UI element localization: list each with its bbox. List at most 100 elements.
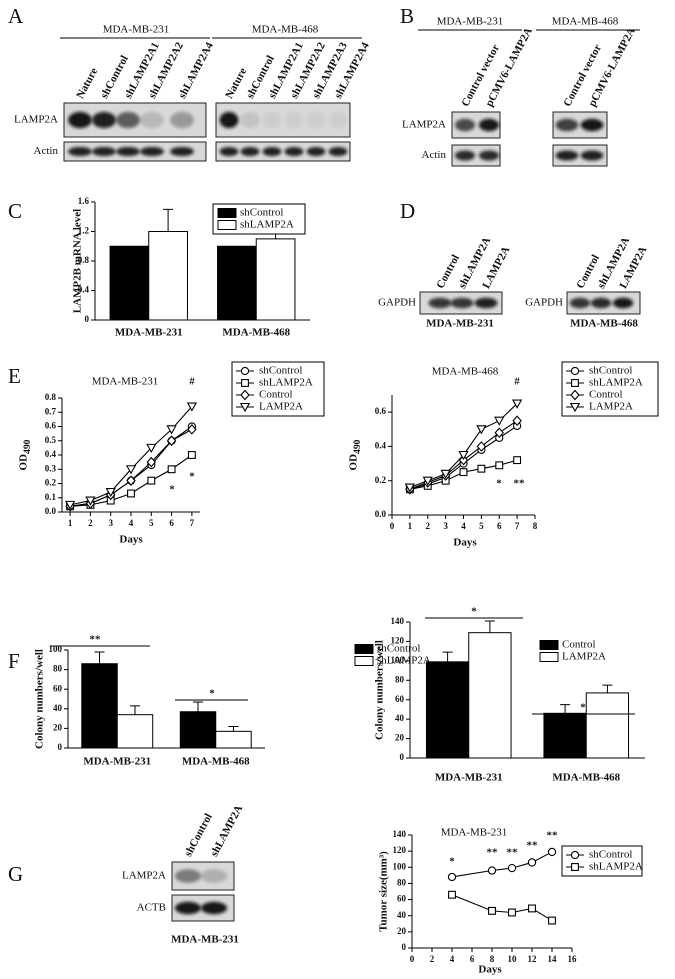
legend-label: Control — [259, 389, 293, 401]
y-tick-label: 0.4 — [78, 285, 90, 295]
y-tick-label: 100 — [49, 644, 63, 654]
annotation: * — [580, 702, 586, 714]
annotation: * — [496, 478, 502, 490]
panel-label: G — [8, 862, 23, 886]
bar — [468, 632, 512, 759]
y-axis-label: Colony numbers/well — [34, 649, 46, 749]
category-label: MDA-MB-231 — [435, 772, 503, 784]
x-tick-label: 0 — [390, 521, 395, 531]
legend-label: LAMP2A — [589, 401, 633, 413]
point — [512, 415, 522, 427]
x-tick-label: 6 — [169, 518, 174, 528]
band — [555, 150, 579, 161]
category-label: MDA-MB-468 — [552, 772, 620, 784]
x-tick-label: 7 — [515, 521, 520, 531]
y-tick-label: 20 — [397, 926, 407, 936]
y-tick-label: 80 — [397, 877, 407, 887]
band — [219, 111, 239, 129]
x-tick-label: 1 — [408, 521, 413, 531]
chart-title: MDA-MB-231 — [92, 376, 159, 388]
bar — [179, 711, 217, 749]
bar — [543, 712, 587, 759]
y-tick-label: 80 — [395, 674, 405, 684]
category-label: MDA-MB-468 — [222, 327, 290, 339]
point — [404, 483, 416, 493]
bar — [116, 714, 154, 749]
y-axis-label-subscript: 490 — [22, 439, 33, 454]
y-tick-label: 0.6 — [375, 406, 387, 416]
y-tick-label: 0.1 — [45, 492, 57, 502]
y-tick-label: 140 — [393, 829, 407, 839]
band — [68, 146, 92, 157]
legend-swatch — [217, 208, 237, 218]
y-tick-label: 40 — [395, 713, 405, 723]
point — [476, 425, 487, 435]
legend-label: Control — [589, 389, 623, 401]
line — [451, 894, 553, 922]
legend-label: LAMP2A — [259, 401, 303, 413]
legend-label: shLAMP2A — [589, 861, 643, 873]
point — [513, 456, 522, 465]
error-bar — [442, 651, 453, 662]
bar — [217, 245, 257, 321]
band — [200, 869, 228, 883]
x-tick-label: 14 — [548, 954, 558, 964]
x-axis-label: Days — [119, 534, 143, 546]
point — [239, 402, 251, 413]
point — [146, 443, 157, 454]
y-tick-label: 60 — [397, 894, 407, 904]
y-tick-label: 0.8 — [45, 392, 57, 402]
point — [494, 416, 505, 426]
point — [507, 863, 517, 873]
blot-row-label: GAPDH — [525, 297, 563, 309]
y-tick-label: 140 — [391, 616, 405, 626]
y-tick-label: 0.5 — [45, 435, 57, 445]
point — [527, 858, 537, 867]
y-tick-label: 100 — [391, 655, 405, 665]
band — [474, 297, 498, 309]
band — [68, 111, 92, 129]
point — [476, 441, 487, 452]
x-tick-label: 6 — [470, 954, 475, 964]
legend-swatch — [539, 640, 559, 650]
point — [422, 476, 433, 486]
band — [174, 869, 202, 883]
point — [448, 890, 456, 899]
blot-caption: MDA-MB-468 — [570, 318, 638, 330]
x-tick-label: 6 — [497, 521, 502, 531]
y-tick-label: 0.2 — [375, 475, 387, 485]
panel-label: D — [400, 199, 415, 223]
blot-title: MDA-MB-231 — [103, 24, 170, 36]
point — [187, 451, 196, 459]
band — [454, 118, 476, 132]
y-tick-label: 0.4 — [45, 449, 57, 459]
annotation: * — [449, 856, 455, 868]
band — [174, 901, 202, 915]
point — [487, 866, 497, 875]
point — [477, 464, 486, 473]
legend-label: shControl — [259, 365, 302, 377]
y-tick-label: 60 — [395, 694, 405, 704]
x-tick-label: 1 — [68, 518, 73, 528]
point — [447, 872, 457, 882]
x-tick-label: 4 — [129, 518, 134, 528]
y-tick-label: 0 — [400, 752, 405, 762]
band — [219, 146, 239, 157]
bar — [585, 692, 630, 759]
band — [328, 111, 348, 129]
annotation: * — [471, 606, 477, 618]
point — [146, 456, 157, 468]
point — [125, 465, 137, 475]
annotation: ** — [507, 847, 519, 859]
x-tick-label: 2 — [88, 518, 93, 528]
band — [140, 146, 164, 157]
y-tick-label: 0.0 — [45, 506, 57, 516]
y-tick-label: 0 — [85, 314, 90, 324]
y-axis-label: LAMP2B mRNA level — [72, 209, 84, 313]
x-tick-label: 0 — [410, 954, 415, 964]
y-tick-label: 1.6 — [78, 196, 90, 206]
annotation: # — [189, 376, 195, 388]
x-tick-label: 7 — [190, 518, 195, 528]
point — [488, 906, 496, 915]
